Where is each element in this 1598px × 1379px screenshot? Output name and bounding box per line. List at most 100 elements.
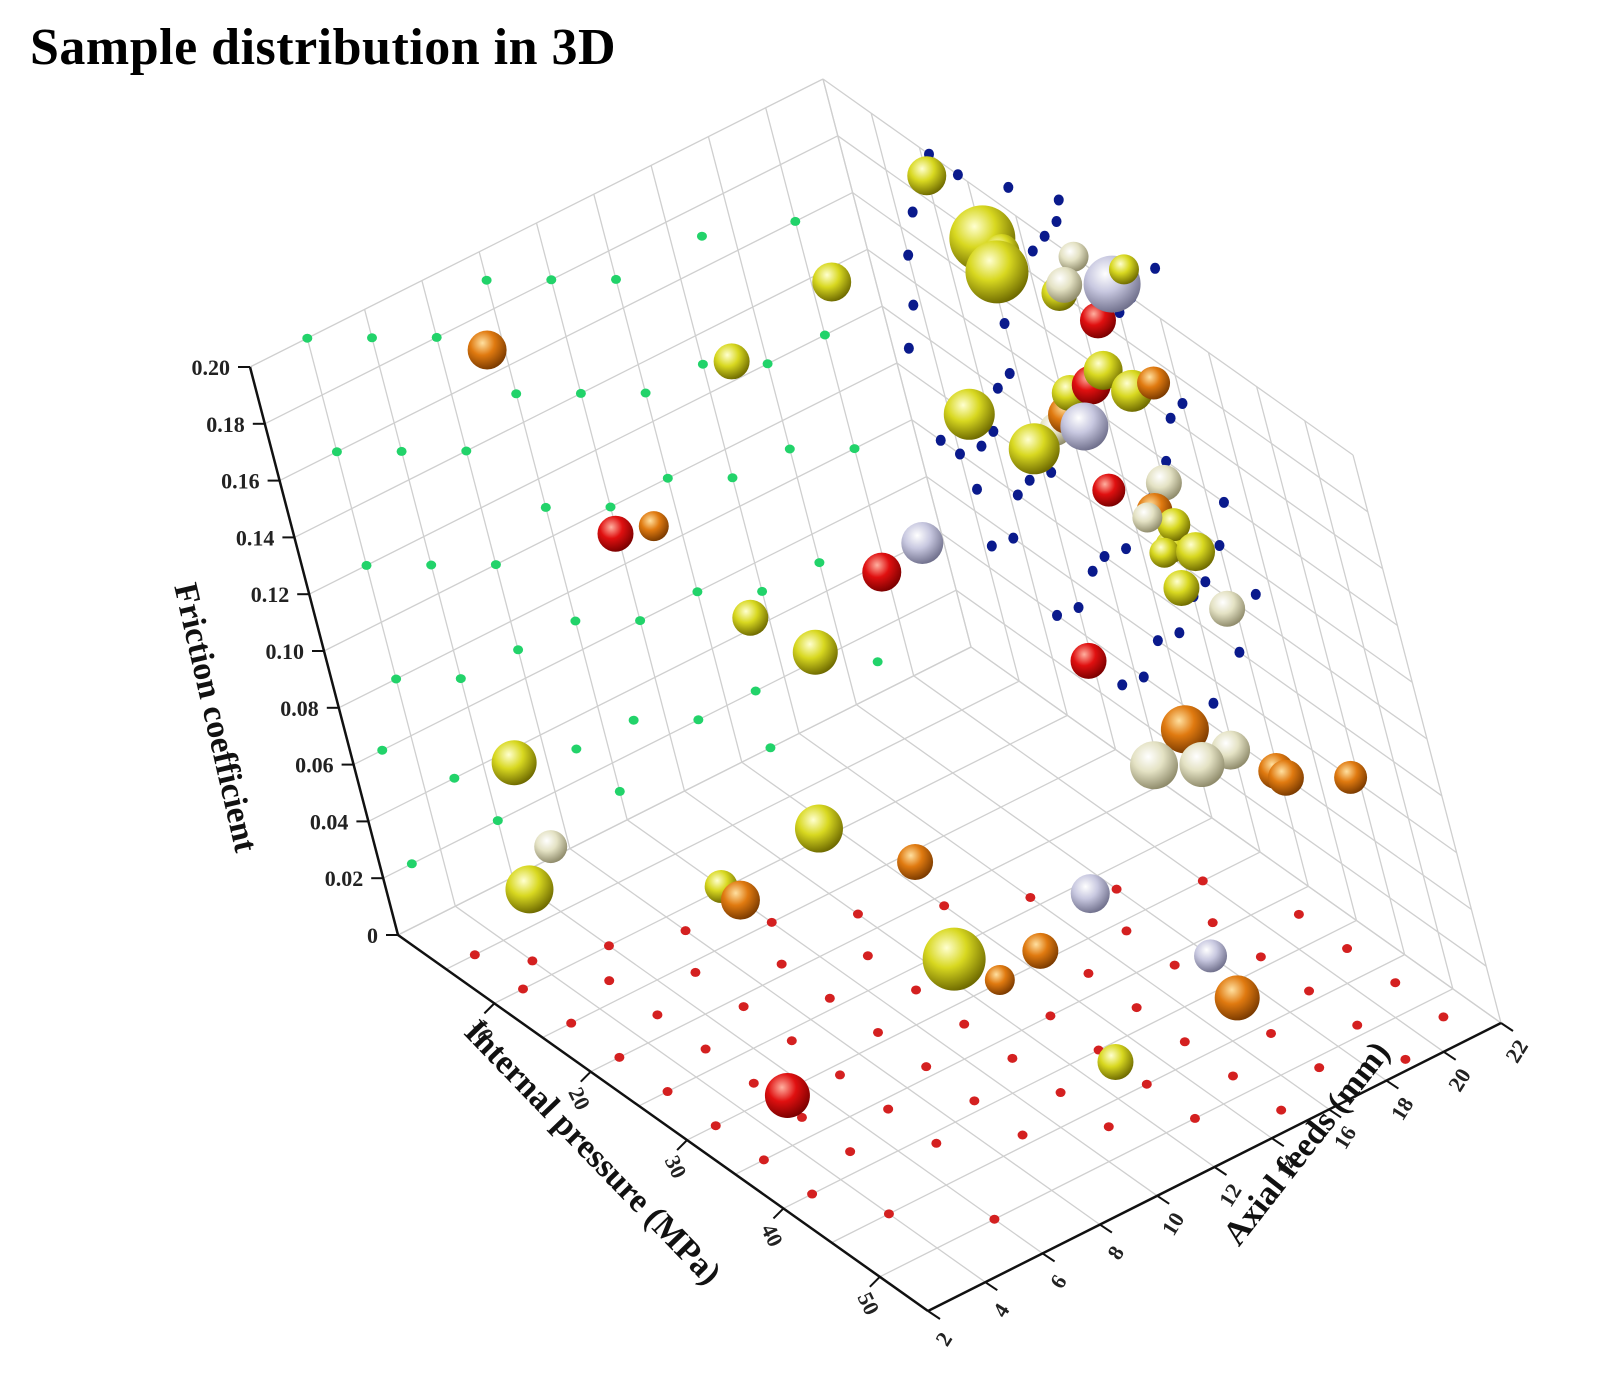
floor-projection-point: [1083, 968, 1094, 978]
back-wall-grid-line: [911, 419, 1443, 797]
xz-projection-point: [1052, 609, 1063, 621]
data-bubble-red: [1092, 473, 1126, 507]
floor-projection-point: [824, 993, 835, 1003]
side-wall-grid-line: [279, 192, 853, 482]
yz-projection-point: [640, 388, 651, 398]
z-tick-label: 0.02: [325, 866, 364, 891]
yz-projection-point: [490, 560, 501, 570]
xz-projection-point: [1208, 697, 1219, 709]
xz-projection-point: [1150, 262, 1161, 274]
xz-projection-point: [1161, 455, 1172, 467]
xz-projection-point: [903, 342, 914, 354]
floor-projection-point: [883, 1209, 894, 1219]
floor-projection-point: [1352, 1020, 1363, 1030]
xz-projection-point: [988, 425, 999, 437]
floor-projection-point: [969, 1096, 980, 1106]
data-bubble-yellow: [943, 388, 995, 440]
xz-projection-point: [986, 540, 997, 552]
y-tick-label: 4: [987, 1299, 1014, 1322]
xz-projection-point: [1008, 532, 1019, 544]
floor-projection-point: [776, 959, 787, 969]
floor-projection-point: [1025, 892, 1036, 902]
z-tick-label: 0.06: [295, 753, 334, 778]
data-bubble-cream: [534, 830, 568, 864]
y-tick-mark: [1443, 1050, 1457, 1061]
yz-projection-point: [611, 274, 621, 284]
data-bubble-red: [862, 552, 902, 592]
x-tick-label: 30: [660, 1151, 692, 1182]
floor-projection-point: [1207, 918, 1218, 928]
floor-projection-point: [1189, 1113, 1200, 1123]
yz-projection-point: [790, 216, 801, 226]
x-tick-label: 40: [756, 1220, 788, 1251]
data-bubble-yellow: [1157, 508, 1191, 542]
xz-projection-point: [1165, 412, 1176, 424]
yz-projection-point: [570, 616, 581, 626]
data-bubble-orange: [638, 511, 669, 542]
floor-projection-point: [700, 1044, 711, 1054]
floor-grid-line: [913, 675, 1445, 1053]
floor-projection-point: [862, 951, 873, 961]
yz-projection-point: [605, 502, 616, 512]
back-wall-grid-line: [822, 78, 1354, 456]
floor-projection-point: [738, 1002, 749, 1012]
xz-projection-point: [999, 318, 1010, 330]
z-tick-label: 0.10: [266, 639, 305, 664]
y-tick-mark: [1328, 1108, 1342, 1119]
yz-projection-point: [819, 330, 830, 340]
y-axis-label: Axial feeds (mm): [1216, 1035, 1397, 1253]
data-bubble-yellow: [1097, 1044, 1134, 1081]
yz-projection-point: [697, 359, 708, 369]
data-bubble-lavender: [901, 522, 944, 564]
yz-projection-point: [784, 444, 795, 454]
floor-projection-point: [845, 1147, 856, 1157]
side-wall-grid-line: [397, 646, 972, 936]
xz-projection-point: [1218, 496, 1229, 508]
yz-projection-point: [449, 773, 460, 783]
side-wall-grid-line: [249, 78, 824, 368]
floor-projection-point: [1179, 1037, 1190, 1047]
floor-projection-point: [1197, 876, 1208, 886]
data-bubble-red: [1070, 642, 1107, 679]
y-tick-mark: [1042, 1252, 1056, 1263]
data-bubble-yellow: [1108, 254, 1139, 285]
floor-grid-line: [856, 704, 1387, 1082]
floor-projection-point: [748, 1078, 759, 1088]
xz-projection-point: [1003, 181, 1014, 193]
chart-title: Sample distribution in 3D: [30, 19, 617, 76]
floor-projection-point: [1017, 1130, 1028, 1140]
x-tick-mark: [483, 1002, 496, 1015]
y-tick-label: 20: [1443, 1064, 1476, 1096]
floor-projection-point: [1342, 944, 1353, 954]
y-tick-mark: [1385, 1079, 1399, 1090]
yz-projection-point: [540, 502, 551, 512]
floor-projection-point: [1121, 926, 1132, 936]
yz-projection-point: [511, 389, 522, 399]
floor-grid-line: [626, 819, 1158, 1197]
data-bubble-yellow: [792, 629, 838, 675]
floor-grid-line: [569, 848, 1101, 1226]
yz-projection-point: [750, 686, 761, 696]
x-axis-label: Internal pressure (MPa): [457, 1013, 728, 1292]
data-bubble-orange: [1137, 366, 1171, 400]
floor-projection-point: [527, 956, 538, 966]
yz-projection-point: [696, 231, 707, 241]
data-bubble-lavender: [1060, 402, 1109, 451]
yz-projection-point: [396, 446, 407, 456]
floor-projection-point: [931, 1138, 942, 1148]
yz-projection-point: [765, 743, 776, 753]
side-wall-grid-line: [308, 305, 883, 595]
side-wall-grid-line: [338, 419, 913, 709]
floor-projection-point: [1007, 1053, 1018, 1063]
floor-projection-point: [1276, 1105, 1287, 1115]
z-axis-label: Friction coefficient: [166, 580, 264, 857]
data-bubble-yellow: [794, 804, 843, 853]
data-bubble-yellow: [1149, 537, 1180, 568]
xz-projection-point: [1073, 602, 1084, 614]
data-bubble-yellow: [1163, 569, 1200, 606]
xz-projection-point: [1027, 245, 1038, 257]
floor-projection-point: [873, 1027, 884, 1037]
xz-projection-point: [1117, 679, 1128, 691]
xz-projection-point: [907, 206, 918, 218]
x-tick-mark: [580, 1071, 592, 1083]
